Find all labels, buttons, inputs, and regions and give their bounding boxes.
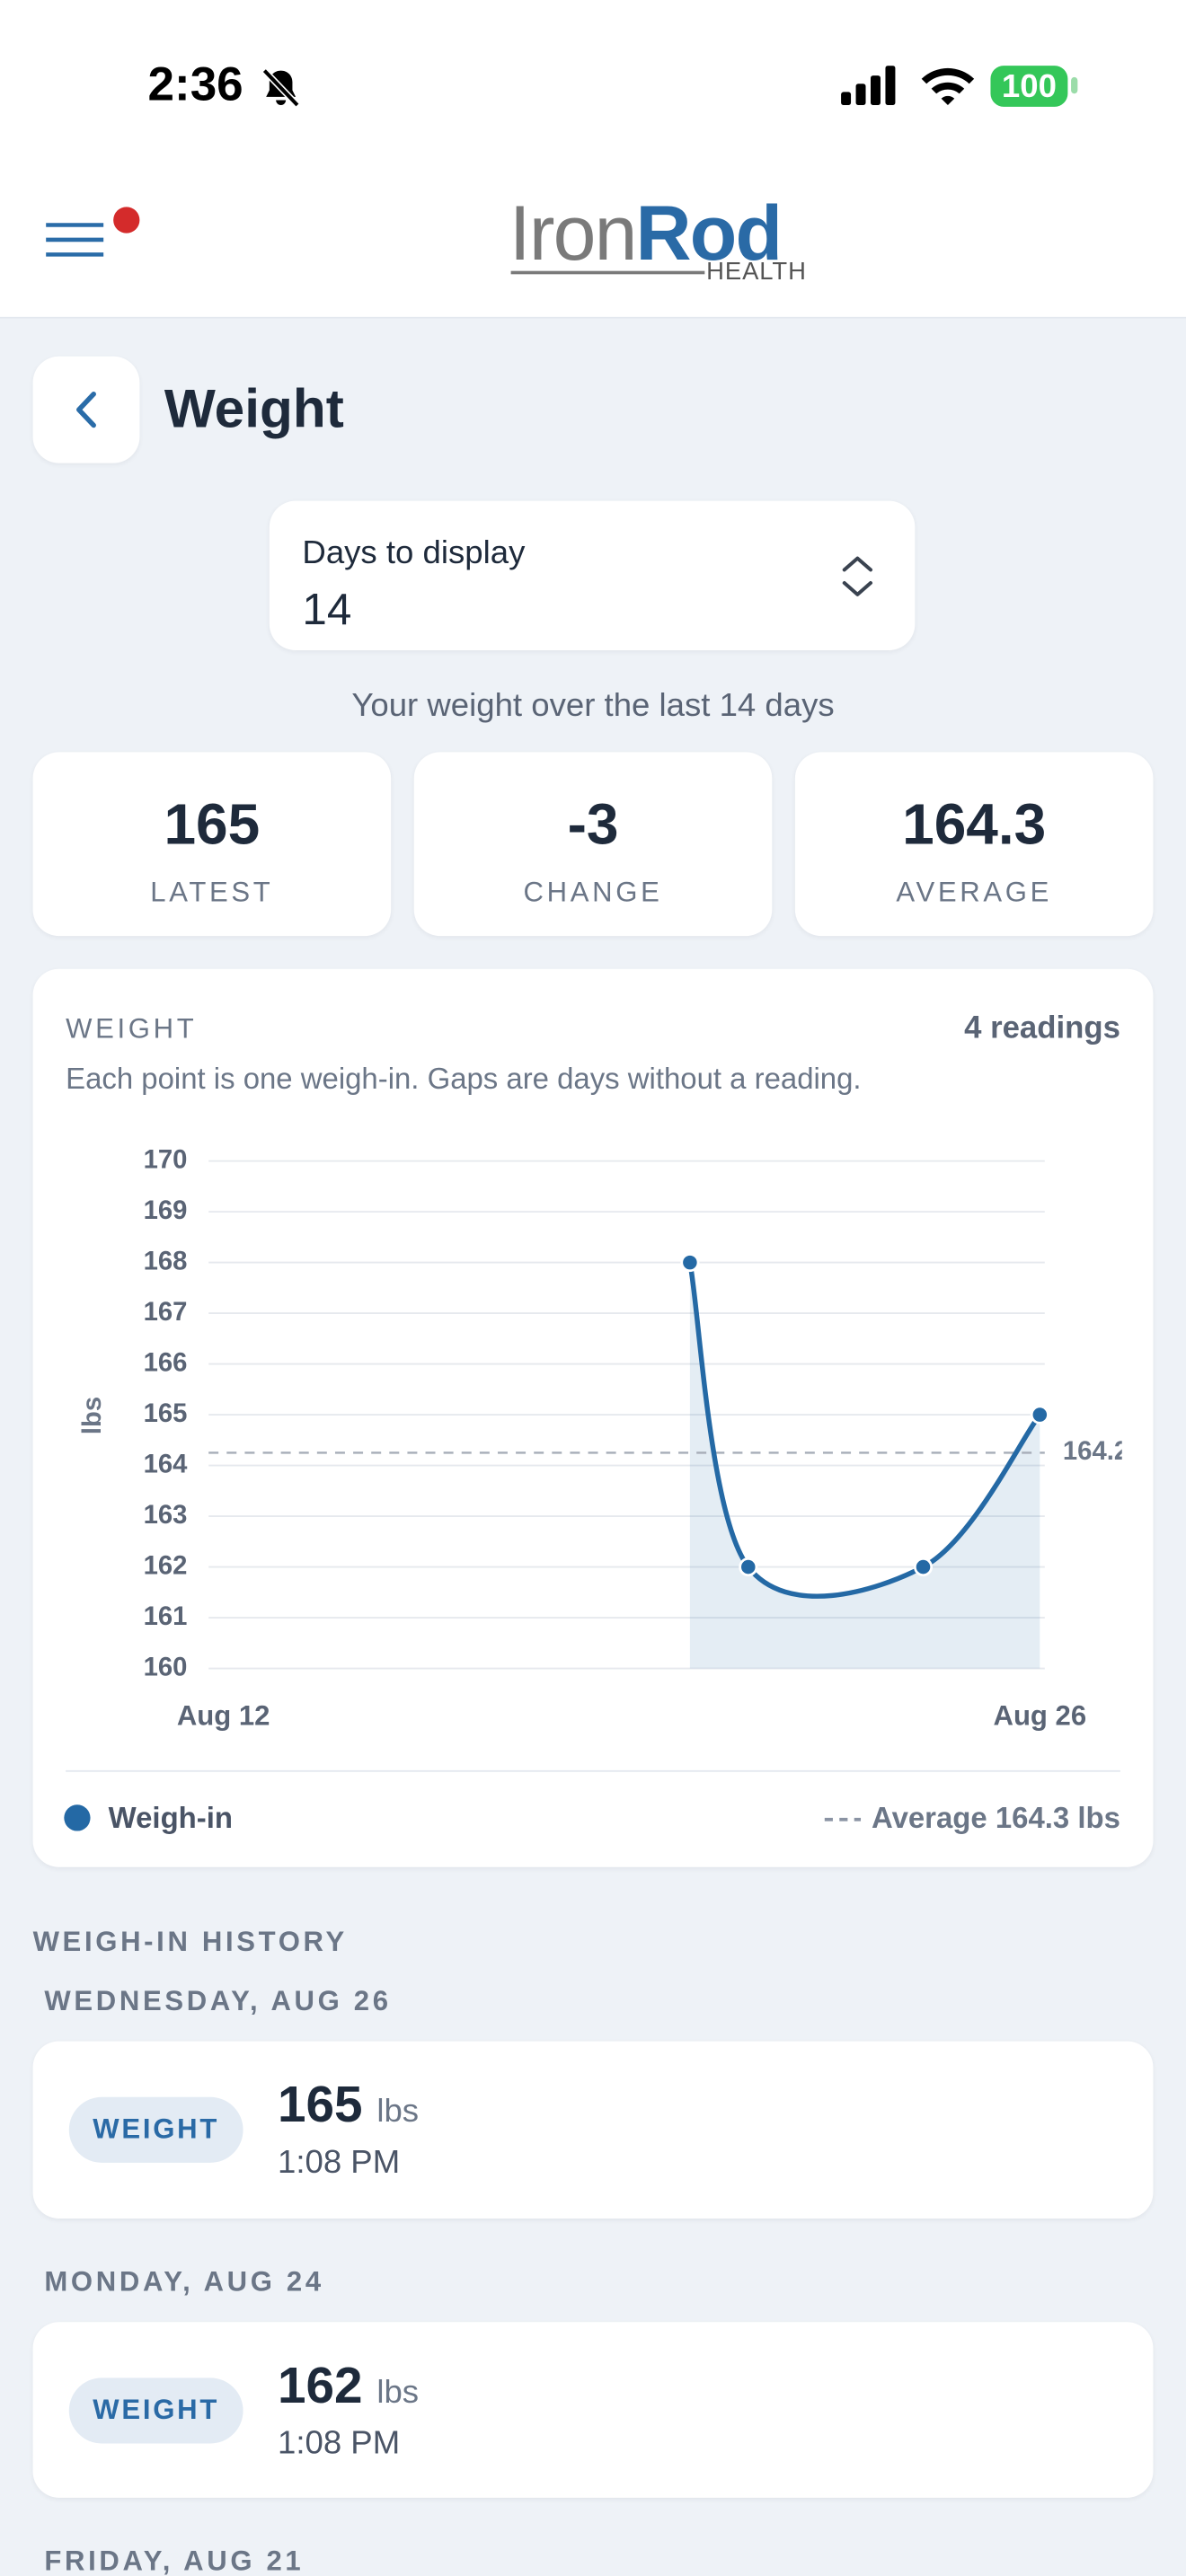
- y-tick-label: 166: [144, 1348, 188, 1377]
- point: [739, 1557, 758, 1577]
- history-date: FRIDAY, AUG 21: [44, 2545, 305, 2575]
- entry-value: 162 lbs: [278, 2360, 419, 2411]
- chart-card: [32, 968, 1154, 1867]
- y-tick-label: 164: [144, 1450, 189, 1478]
- y-tick-label: 169: [144, 1196, 188, 1225]
- battery-tip: [1071, 76, 1078, 94]
- menu-button[interactable]: [43, 206, 148, 271]
- readings-count: 4 readings: [964, 1011, 1120, 1046]
- legend-swatch: [64, 1804, 91, 1831]
- history-title: WEIGH-IN HISTORY: [32, 1926, 348, 1958]
- point: [913, 1557, 934, 1577]
- top-bar: [0, 0, 1186, 319]
- entry-number: 162: [277, 2356, 363, 2414]
- logo-secondary: Rod: [635, 189, 783, 277]
- range-select[interactable]: Days to display 14: [269, 500, 916, 651]
- legend-divider: [66, 1769, 1120, 1772]
- history-date: WEDNESDAY, AUG 26: [44, 1985, 392, 2017]
- silent-icon: [261, 68, 300, 108]
- status-time: 2:36: [147, 58, 243, 112]
- signal-icon: [841, 66, 896, 106]
- entry-badge: WEIGHT: [68, 2378, 243, 2444]
- y-tick-label: 160: [144, 1653, 188, 1681]
- range-label: Days to display: [302, 535, 526, 572]
- legend-label: Weigh-in: [108, 1801, 233, 1835]
- back-icon: [76, 392, 96, 428]
- battery-level: 100: [1001, 68, 1057, 106]
- area: [689, 1262, 1040, 1669]
- stat-card: 164.3 AVERAGE: [794, 752, 1154, 937]
- chart: lbs 160 161 162 163 164 165 166 167 168 169 170 Aug…: [78, 1145, 1122, 1732]
- logo-rule: [510, 270, 705, 275]
- stat-card: -3 CHANGE: [413, 752, 773, 937]
- point: [680, 1253, 700, 1273]
- point: [1030, 1405, 1049, 1425]
- page-title: Weight: [164, 377, 344, 439]
- y-tick-label: 161: [144, 1602, 188, 1631]
- chart-card-title: WEIGHT: [66, 1013, 198, 1045]
- stat-label: AVERAGE: [896, 877, 1052, 909]
- entry-unit: lbs: [376, 2374, 420, 2411]
- entry-time: 1:08 PM: [277, 2425, 401, 2462]
- y-tick-label: 162: [144, 1551, 188, 1580]
- history-entry[interactable]: WEIGHT 162 lbs 1:08 PM: [32, 2322, 1154, 2498]
- stat-label: CHANGE: [523, 877, 663, 909]
- entry-number: 165: [277, 2075, 363, 2133]
- range-value: 14: [302, 584, 352, 634]
- average-label: 164.25: [1063, 1437, 1122, 1466]
- stat-card: 165 LATEST: [32, 752, 392, 937]
- history-entry[interactable]: WEIGHT 165 lbs 1:08 PM: [32, 2041, 1154, 2219]
- entry-badge: WEIGHT: [68, 2096, 243, 2163]
- legend-dot: [64, 1804, 91, 1831]
- average-legend: Average 164.3 lbs: [822, 1803, 1120, 1832]
- x-tick-label: Aug 26: [994, 1700, 1087, 1732]
- entry-value: 165 lbs: [278, 2079, 419, 2130]
- logo-primary: Iron: [509, 189, 638, 277]
- stat-value: 165: [164, 793, 261, 858]
- logo: IronRod: [509, 194, 783, 271]
- summary: Your weight over the last 14 days: [351, 688, 835, 725]
- y-tick-label: 165: [144, 1399, 188, 1428]
- y-tick-label: 170: [144, 1145, 188, 1174]
- wifi-icon: [921, 67, 975, 106]
- stat-label: LATEST: [150, 877, 274, 909]
- history-date: MONDAY, AUG 24: [44, 2266, 324, 2298]
- select-chevron: [842, 556, 873, 596]
- y-tick-label: 168: [144, 1247, 188, 1275]
- y-axis-label: lbs: [78, 1397, 107, 1434]
- y-tick-label: 167: [144, 1298, 188, 1327]
- stat-value: 164.3: [902, 793, 1047, 858]
- y-tick-label: 163: [144, 1501, 188, 1530]
- x-tick-label: Aug 12: [177, 1700, 270, 1732]
- back-button[interactable]: [32, 356, 140, 463]
- chart-subtitle: Each point is one weigh-in. Gaps are day…: [66, 1062, 862, 1096]
- battery: [990, 66, 1068, 107]
- average-legend-swatch: [824, 1818, 861, 1822]
- stat-value: -3: [567, 793, 619, 858]
- line: [687, 1262, 1042, 1599]
- logo-sub: HEALTH: [706, 258, 807, 287]
- average-legend-text: Average 164.3 lbs: [872, 1801, 1120, 1835]
- entry-unit: lbs: [376, 2094, 420, 2130]
- entry-time: 1:08 PM: [277, 2144, 401, 2181]
